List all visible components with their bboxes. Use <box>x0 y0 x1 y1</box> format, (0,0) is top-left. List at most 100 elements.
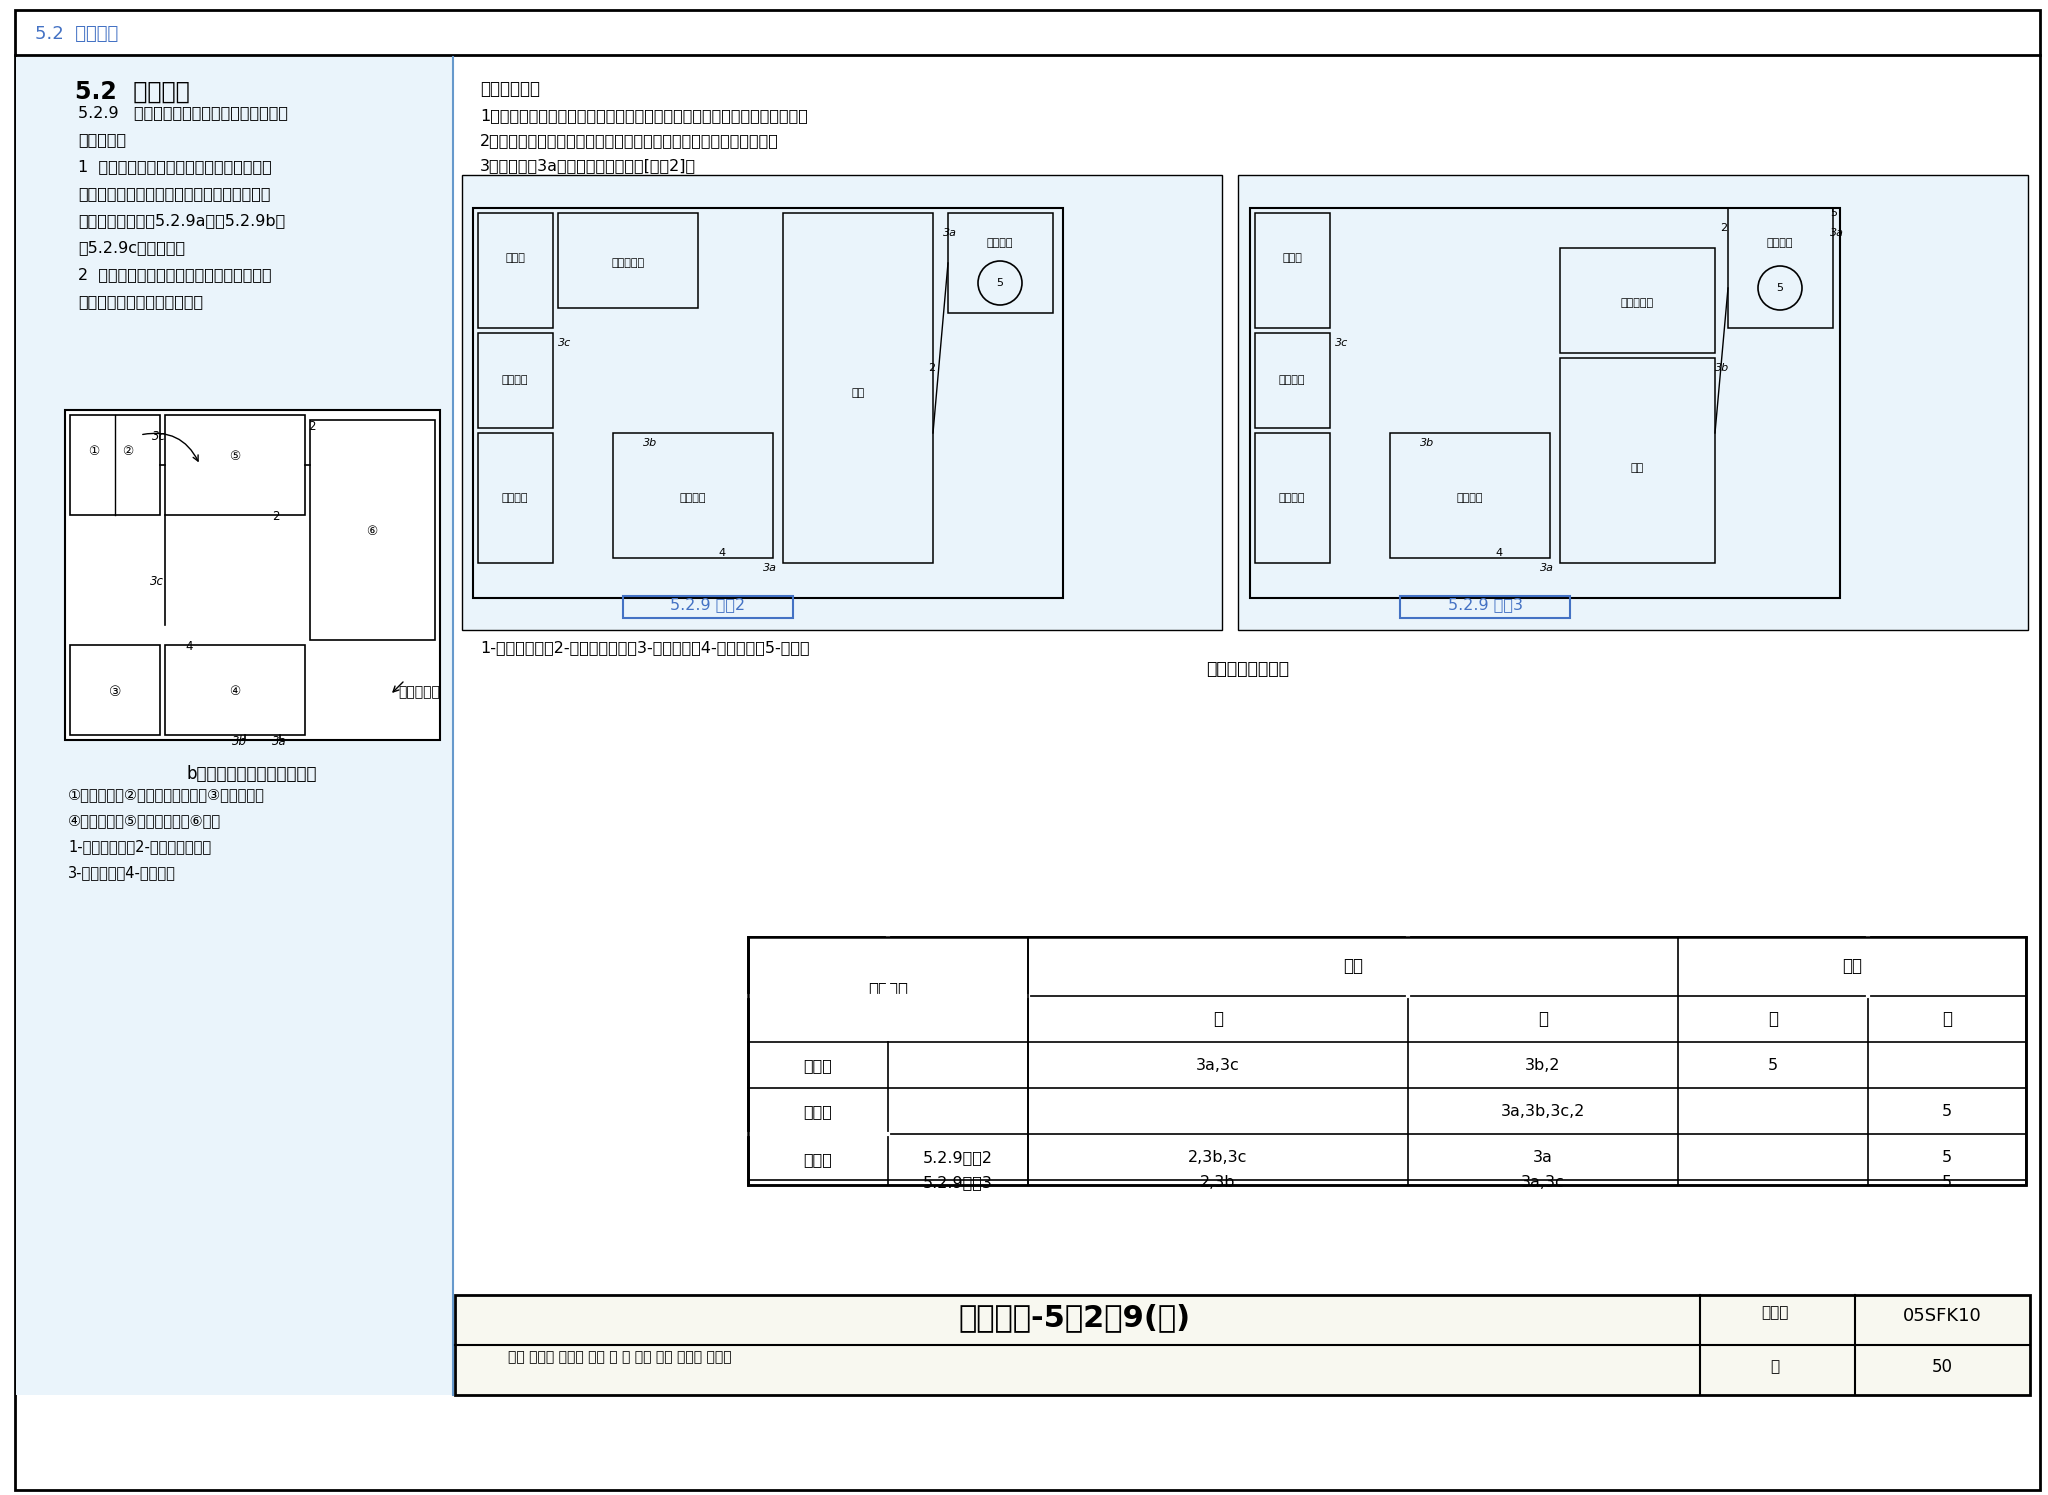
Text: 3a,3b,3c,2: 3a,3b,3c,2 <box>1501 1103 1585 1118</box>
Text: 2: 2 <box>272 510 279 523</box>
Text: ①排风竖井；②扩散室或扩散箱；③染毒通道；: ①排风竖井；②扩散室或扩散箱；③染毒通道； <box>68 786 264 801</box>
Text: 3a: 3a <box>1534 1150 1552 1165</box>
Text: 简易洗消间: 简易洗消间 <box>1620 298 1653 308</box>
Text: 简易洗消间: 简易洗消间 <box>612 259 645 268</box>
Text: 排风竖井: 排风竖井 <box>1278 375 1305 386</box>
Bar <box>1679 937 2025 996</box>
Text: 5.2.9 图示3: 5.2.9 图示3 <box>1448 598 1522 613</box>
Text: 3c: 3c <box>150 576 164 588</box>
Text: 5.2.9图示2: 5.2.9图示2 <box>924 1150 993 1165</box>
Text: 通风方式: 通风方式 <box>868 981 907 999</box>
Bar <box>66 410 440 740</box>
Text: 图集号: 图集号 <box>1761 1305 1788 1320</box>
Bar <box>1255 434 1329 564</box>
Bar <box>1561 248 1714 353</box>
Text: ⑥: ⑥ <box>367 525 377 538</box>
Text: ④: ④ <box>229 685 240 698</box>
Text: 风机: 风机 <box>1841 957 1862 976</box>
Bar <box>1561 357 1714 564</box>
Bar <box>1401 597 1571 617</box>
Bar <box>166 416 305 514</box>
Text: 3a: 3a <box>1540 564 1554 573</box>
Bar <box>750 1090 887 1180</box>
Bar <box>473 208 1063 598</box>
Text: 染毒通道: 染毒通道 <box>502 493 528 502</box>
Bar <box>463 175 1223 629</box>
Text: 排风机室: 排风机室 <box>1767 238 1794 248</box>
Text: 3、密闭阀门3a可放在排风机室，见[图示2]。: 3、密闭阀门3a可放在排风机室，见[图示2]。 <box>479 158 696 173</box>
Text: 关: 关 <box>1538 1011 1548 1029</box>
Text: 5: 5 <box>1776 283 1784 293</box>
Text: 1-防爆波活门；2-自动排气活门；3-密闭阀门；4-通风短管；5-排风机: 1-防爆波活门；2-自动排气活门；3-密闭阀门；4-通风短管；5-排风机 <box>479 640 809 655</box>
Text: 5.2.9   防空地下室的战时排风系统，应符合: 5.2.9 防空地下室的战时排风系统，应符合 <box>78 105 289 120</box>
Text: b）设简易洗消间的排风系统: b）设简易洗消间的排风系统 <box>186 765 317 783</box>
Text: 2  战时设清洁、隔绝通风方式时，排风系统: 2 战时设清洁、隔绝通风方式时，排风系统 <box>78 268 272 283</box>
Text: 5: 5 <box>1831 208 1837 218</box>
Text: 防毒通道: 防毒通道 <box>680 493 707 502</box>
Bar <box>1249 208 1839 598</box>
Text: 扩散室: 扩散室 <box>1282 253 1303 263</box>
Text: 3c: 3c <box>1335 338 1348 348</box>
Text: 3b: 3b <box>1714 363 1729 372</box>
Text: 阀门、风机控制表: 阀门、风机控制表 <box>1206 659 1290 679</box>
Bar <box>477 434 553 564</box>
Text: 室内: 室内 <box>852 389 864 398</box>
Text: 阀门: 阀门 <box>1343 957 1364 976</box>
Bar <box>623 597 793 617</box>
Text: 1-防爆波活门；2-自动排气活门；: 1-防爆波活门；2-自动排气活门； <box>68 839 211 854</box>
Text: 5.2  防护通风: 5.2 防护通风 <box>35 25 119 43</box>
Text: 防护通风-5．2．9(续): 防护通风-5．2．9(续) <box>958 1304 1192 1332</box>
Bar <box>455 1295 2030 1395</box>
Bar <box>477 333 553 428</box>
Text: 2、应使超压排风气流保证防毒通道的通风换气，尽量减少通风死角。: 2、应使超压排风气流保证防毒通道的通风换气，尽量减少通风死角。 <box>479 133 778 148</box>
Text: ①: ① <box>88 446 98 457</box>
Text: 2: 2 <box>1720 223 1726 233</box>
Text: 5: 5 <box>1942 1103 1952 1118</box>
Bar <box>70 644 160 736</box>
Text: 3b: 3b <box>1419 438 1434 448</box>
Text: 1  设有清洁、滤毒、隔绝三种防护通风方式: 1 设有清洁、滤毒、隔绝三种防护通风方式 <box>78 158 272 173</box>
Text: 染毒通道: 染毒通道 <box>1278 493 1305 502</box>
Text: 5: 5 <box>1942 1175 1952 1190</box>
Text: 下列要求：: 下列要求： <box>78 132 127 147</box>
Bar <box>612 434 772 558</box>
Text: 开: 开 <box>1767 1011 1778 1029</box>
Text: 图5.2.9c进行设计。: 图5.2.9c进行设计。 <box>78 241 184 256</box>
Text: 4: 4 <box>1495 549 1501 558</box>
Text: 3c: 3c <box>152 431 166 443</box>
Text: 3a: 3a <box>764 564 776 573</box>
Text: 扩散室: 扩散室 <box>506 253 524 263</box>
Text: 2: 2 <box>307 420 315 434</box>
Text: 3a,3c: 3a,3c <box>1522 1175 1565 1190</box>
Text: ④防毒通道；⑤简易洗消间；⑥室内: ④防毒通道；⑤简易洗消间；⑥室内 <box>68 813 221 828</box>
Text: 4: 4 <box>719 549 725 558</box>
Bar <box>557 212 698 308</box>
Text: 05SFK10: 05SFK10 <box>1903 1307 1980 1325</box>
Text: 室内: 室内 <box>1630 463 1645 472</box>
Text: 4: 4 <box>184 640 193 653</box>
Text: 排风竖井: 排风竖井 <box>502 375 528 386</box>
Bar <box>1237 175 2028 629</box>
Text: 2,3b: 2,3b <box>1200 1175 1235 1190</box>
Text: 关: 关 <box>1942 1011 1952 1029</box>
Text: 隔绝式: 隔绝式 <box>803 1103 831 1118</box>
Text: 5.2.9 图示2: 5.2.9 图示2 <box>670 598 745 613</box>
Text: 3b: 3b <box>231 736 248 748</box>
Bar <box>70 416 160 514</box>
Text: 开: 开 <box>1212 1011 1223 1029</box>
Text: 5.2.9图示3: 5.2.9图示3 <box>924 1175 993 1190</box>
Bar <box>1028 937 1677 996</box>
Text: ③: ③ <box>109 685 121 700</box>
Text: 时，排风系统可根据洗消间设置方式的不同，: 时，排风系统可根据洗消间设置方式的不同， <box>78 185 270 200</box>
Text: 3-密闭阀门；4-通风短管: 3-密闭阀门；4-通风短管 <box>68 866 176 881</box>
Text: 应设防爆波设施和密闭设施。: 应设防爆波设施和密闭设施。 <box>78 295 203 309</box>
Text: 页: 页 <box>1769 1359 1780 1374</box>
Text: 5: 5 <box>1942 1150 1952 1165</box>
Text: 3b,2: 3b,2 <box>1526 1058 1561 1073</box>
Text: 防毒通道: 防毒通道 <box>1456 493 1483 502</box>
Bar <box>477 212 553 327</box>
Bar <box>1255 212 1329 327</box>
Text: ②: ② <box>123 446 133 457</box>
Text: 3b: 3b <box>643 438 657 448</box>
Text: 5: 5 <box>1767 1058 1778 1073</box>
